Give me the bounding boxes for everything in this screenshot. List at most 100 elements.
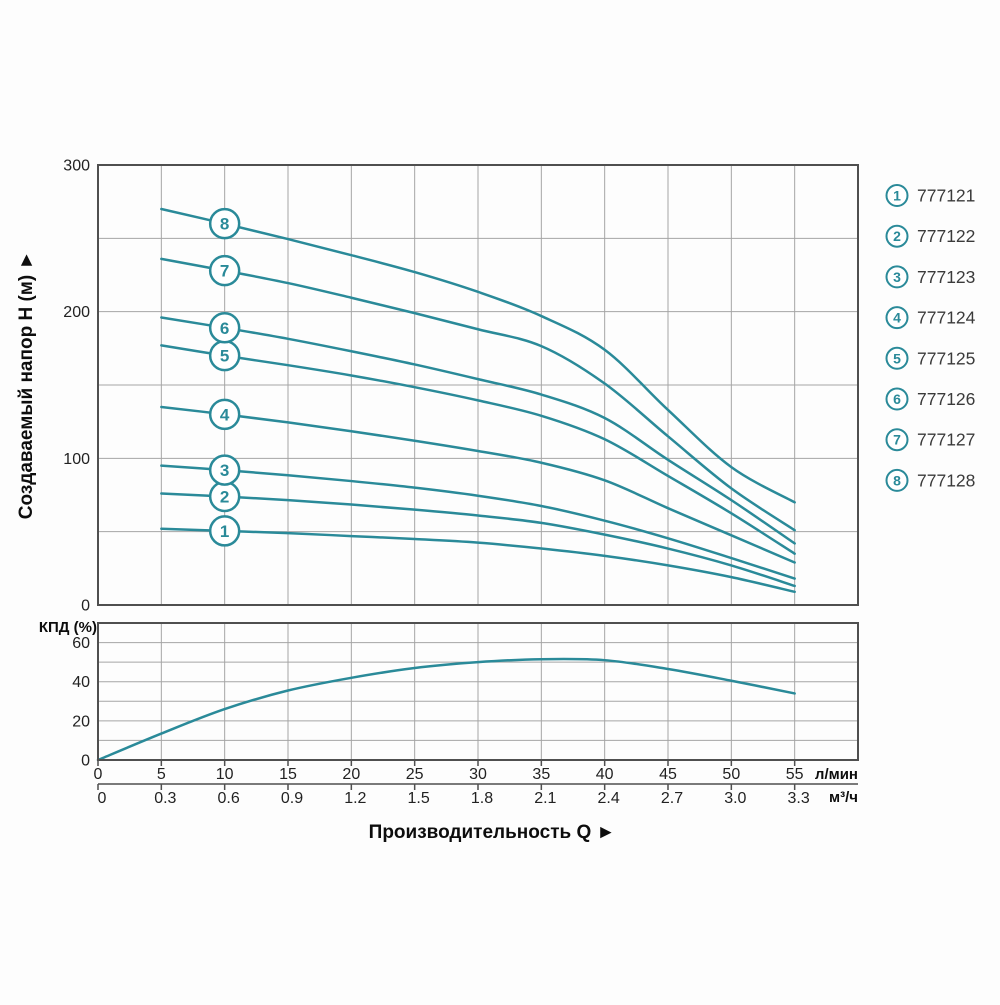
curve-marker-2: 2 [208,480,241,513]
y-tick-label-head: 200 [63,304,90,321]
curve-marker-number: 1 [220,522,229,541]
x-tick-label-lmin: 15 [279,766,297,783]
head-chart-border [97,164,859,606]
legend-item-4: 4 777124 [885,306,976,330]
x-axis-title: Производительность Q ► [369,822,616,843]
legend-item-6: 6 777126 [885,387,975,411]
x-tick-label-lmin: 55 [786,766,804,783]
y-axis-title: Создаваемый напор Н (м) ► [16,251,37,520]
unit-m3h-label: м³/ч [829,789,858,806]
legend-number: 6 [893,391,901,407]
legend-circle [885,428,909,452]
efficiency-curve-layer [96,657,796,762]
legend-model-label: 777128 [917,470,975,490]
legend-circle [885,387,909,411]
y-tick-label-eff: 20 [72,713,90,730]
x-tick-label-m3h: 2.1 [534,790,556,807]
legend-item-8: 8 777128 [885,468,975,492]
x-tick-label-m3h: 2.7 [661,790,683,807]
x-tick-label-m3h: 2.4 [598,790,620,807]
x-tick-label-lmin: 10 [216,766,234,783]
y-tick-label-eff: 0 [81,753,90,770]
pump-curve-8 [160,207,796,504]
curve-marker-number: 3 [220,461,229,480]
curve-marker-number: 7 [220,262,229,281]
pump-curves [160,207,796,594]
pump-curve-6 [160,316,796,545]
legend-circle [885,224,909,248]
curve-marker-1: 1 [208,515,241,547]
curve-marker-number: 8 [220,215,229,234]
legend-number: 1 [893,188,901,204]
curve-marker-number: 5 [220,347,229,366]
legend-model-label: 777125 [917,348,975,368]
legend-number: 7 [893,432,901,448]
curve-marker-4: 4 [208,398,241,431]
x-tick-label-lmin: 20 [342,766,360,783]
legend-model-label: 777124 [917,308,976,328]
x-tick-label-lmin: 50 [722,766,740,783]
legend-model-label: 777127 [917,430,975,450]
y-tick-label-eff: 40 [72,674,90,691]
legend-model-label: 777122 [917,226,975,246]
legend-circle [885,265,909,289]
legend-number: 4 [893,310,901,326]
x-tick-label-m3h: 0.9 [281,790,303,807]
unit-lmin-label: л/мин [815,766,858,783]
legend-item-2: 2 777122 [885,224,975,248]
curve-marker-circle [208,312,241,344]
x-axis-scales: 0 5 10 15 20 25 30 35 40 45 50 55 0 0.3 0.6 0.9 1.2 1.5 1.… [94,760,858,807]
curve-marker-circle [208,398,241,431]
x-tick-label-lmin: 35 [532,766,550,783]
y-tick-label-head: 100 [63,451,90,468]
curve-marker-number: 6 [220,319,229,338]
y-tick-label-eff: 60 [72,635,90,652]
x-tick-label-m3h: 0 [98,790,107,807]
efficiency-curve [96,657,796,762]
x-tick-label-m3h: 1.2 [344,790,366,807]
x-tick-label-m3h: 3.3 [788,790,810,807]
curve-number-markers: 1 2 3 4 5 6 7 8 [208,207,241,547]
legend-item-7: 7 777127 [885,428,975,452]
curve-marker-number: 4 [220,405,230,424]
curve-marker-number: 2 [220,487,229,506]
curve-marker-circle [208,254,241,287]
pump-curve-7 [160,257,796,532]
x-tick-label-lmin: 25 [406,766,424,783]
legend-item-3: 3 777123 [885,265,975,289]
legend-circle [885,468,909,492]
y-tick-label-head: 300 [63,158,90,175]
x-tick-label-m3h: 1.5 [408,790,430,807]
legend: 1 777121 2 777122 3 777123 4 777124 5 777125 6 7771… [885,184,976,492]
pump-curve-4 [160,405,796,564]
legend-number: 5 [893,350,901,366]
legend-item-5: 5 777125 [885,346,975,370]
x-tick-label-m3h: 0.6 [218,790,240,807]
curve-marker-8: 8 [208,207,241,240]
y-tick-label-head: 0 [81,598,90,615]
curve-marker-circle [208,515,241,547]
pump-curve-2 [160,492,796,588]
x-tick-label-m3h: 3.0 [724,790,746,807]
x-tick-label-m3h: 0.3 [154,790,176,807]
legend-number: 8 [893,472,901,488]
pump-curve-3 [160,464,796,580]
curve-marker-6: 6 [208,312,241,344]
curve-marker-3: 3 [208,454,241,486]
legend-number: 3 [893,269,901,285]
legend-circle [885,346,909,370]
pump-curve-1 [160,527,796,594]
efficiency-chart-grid [98,623,858,760]
legend-circle [885,184,909,207]
legend-model-label: 777123 [917,267,975,287]
legend-model-label: 777121 [917,186,975,206]
x-tick-label-lmin: 45 [659,766,677,783]
legend-circle [885,306,909,330]
x-tick-label-lmin: 0 [94,766,103,783]
curve-marker-7: 7 [208,254,241,287]
pump-curve-5 [160,344,796,555]
x-tick-label-m3h: 1.8 [471,790,493,807]
y-axis-tick-labels: 0 100 200 300 0 20 40 60 [63,158,90,770]
